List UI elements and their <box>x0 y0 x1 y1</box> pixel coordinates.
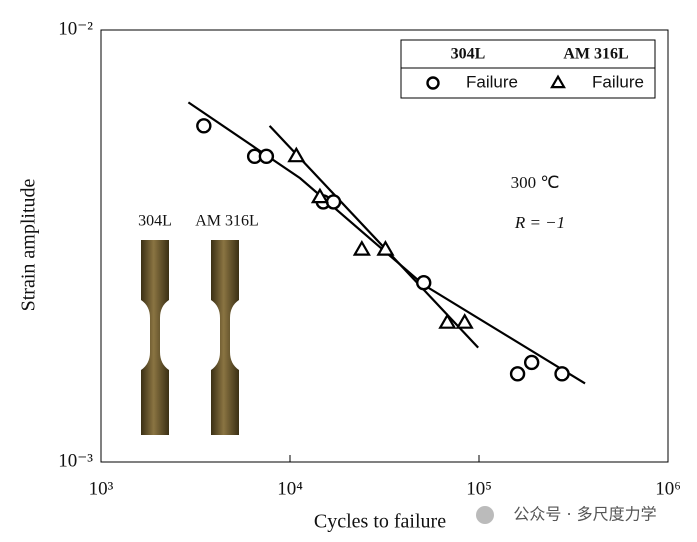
y-tick-label: 10⁻³ <box>58 450 93 471</box>
legend-box <box>400 39 656 99</box>
data-point <box>325 194 342 210</box>
data-point <box>310 187 329 204</box>
fit-line <box>268 125 479 349</box>
data-point <box>509 366 526 382</box>
x-tick-label: 10³ <box>89 478 114 499</box>
y-tick-label: 10⁻² <box>58 18 93 39</box>
data-point <box>376 240 395 256</box>
annotation: R = −1 <box>514 213 565 232</box>
data-point <box>352 240 371 256</box>
annotation: 300 ℃ <box>511 173 560 192</box>
data-point <box>455 313 474 329</box>
fit-line <box>187 101 586 385</box>
legend-header: 304L <box>451 46 486 63</box>
legend-marker <box>426 76 440 90</box>
data-point <box>438 313 457 329</box>
specimen-304l <box>141 240 169 435</box>
legend-header: AM 316L <box>563 46 628 63</box>
x-tick-label: 10⁵ <box>466 478 492 499</box>
legend-label: Failure <box>466 72 518 91</box>
y-axis-label: Strain amplitude <box>18 179 40 312</box>
data-point <box>258 148 275 165</box>
inset-label: 304L <box>138 213 172 230</box>
data-point <box>196 118 212 134</box>
inset-label: AM 316L <box>195 213 259 230</box>
data-point <box>523 354 540 371</box>
data-point <box>287 146 306 163</box>
x-tick-label: 10⁶ <box>655 478 681 499</box>
legend-marker <box>550 74 566 89</box>
x-axis-label: Cycles to failure <box>314 511 446 533</box>
legend-label: Failure <box>592 72 644 91</box>
data-point <box>416 275 432 291</box>
data-point <box>554 366 570 382</box>
x-tick-label: 10⁴ <box>277 478 303 499</box>
specimen-am316l <box>211 240 239 435</box>
watermark-icon <box>476 506 494 524</box>
watermark: 公众号 · 多尺度力学 <box>513 505 656 524</box>
